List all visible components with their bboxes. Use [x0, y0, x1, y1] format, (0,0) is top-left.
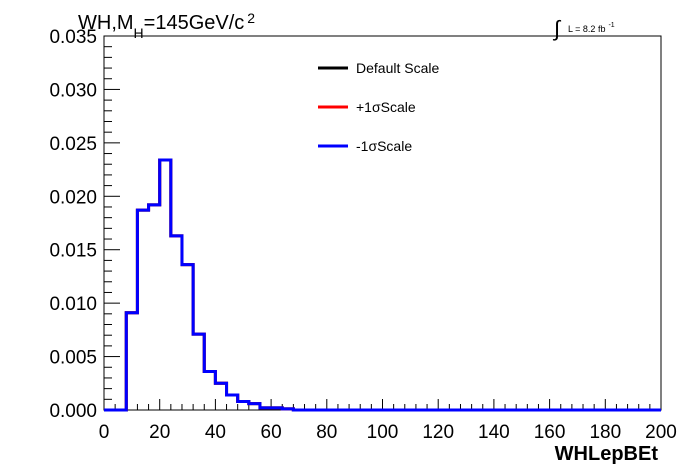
x-tick-label: 20 [149, 422, 170, 443]
x-tick-label: 0 [99, 422, 110, 443]
y-tick-label: 0.005 [49, 348, 97, 369]
x-tick-label: 100 [367, 422, 399, 443]
y-tick-label: 0.025 [49, 134, 97, 155]
lumi-integral: ∫ [552, 16, 562, 41]
title-superscript: 2 [247, 10, 255, 26]
x-tick-label: 200 [645, 422, 677, 443]
x-tick-label: 40 [205, 422, 226, 443]
title-rest: =145GeV/c [144, 12, 245, 34]
legend-label: +1σScale [356, 99, 416, 115]
y-tick-label: 0.020 [49, 187, 97, 208]
x-tick-label: 140 [478, 422, 510, 443]
plot-frame [103, 35, 662, 411]
title-subscript: H [134, 25, 144, 41]
x-tick-label: 180 [589, 422, 621, 443]
y-tick-label: 0.030 [49, 80, 97, 101]
histogram-line-plus1sigma [104, 158, 661, 412]
x-axis-title: WHLepBEt [555, 443, 659, 465]
lumi-superscript: -1 [608, 22, 614, 29]
y-tick-label: 0.015 [49, 241, 97, 262]
x-tick-label: 80 [316, 422, 337, 443]
legend-label: -1σScale [356, 138, 412, 154]
lumi-label: L = 8.2 fb -1 [568, 22, 615, 34]
x-tick-label: 60 [261, 422, 282, 443]
histogram-line-default [104, 158, 661, 412]
legend: Default Scale +1σScale -1σScale [318, 60, 439, 154]
title-main: WH,M [78, 12, 134, 34]
histogram-line-minus1sigma [104, 158, 661, 412]
chart-title: WH,MH=145GeV/c 2 [78, 10, 255, 41]
y-axis: 0.000 0.005 0.010 0.015 0.020 0.025 0.030 0.035 [49, 27, 120, 422]
lumi-text: L = 8.2 fb [568, 24, 605, 34]
histogram-series [104, 158, 661, 412]
y-tick-label: 0.000 [49, 401, 97, 422]
y-tick-label: 0.010 [49, 294, 97, 315]
y-tick-label: 0.035 [49, 27, 97, 48]
legend-label: Default Scale [356, 60, 439, 76]
x-tick-label: 120 [422, 422, 454, 443]
x-axis: 0 20 40 60 80 100 120 140 160 180 200 [99, 399, 677, 443]
x-tick-label: 160 [534, 422, 566, 443]
